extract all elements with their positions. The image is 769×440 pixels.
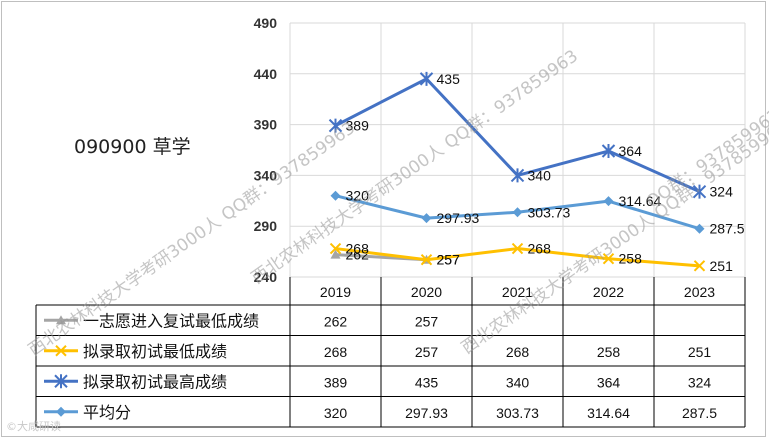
data-point <box>601 144 616 159</box>
table-cell: 320 <box>324 405 348 421</box>
table-cell: 268 <box>324 344 348 360</box>
legend-marker <box>55 345 67 357</box>
x-tick-label: 2021 <box>502 284 533 300</box>
table-cell: 251 <box>688 344 712 360</box>
data-point <box>421 213 432 224</box>
data-label: 340 <box>528 167 552 183</box>
data-point <box>512 207 523 218</box>
data-point <box>602 253 615 265</box>
data-label: 364 <box>619 143 643 159</box>
data-point <box>603 196 614 207</box>
table-cell: 364 <box>597 374 621 390</box>
table-cell: 297.93 <box>405 405 448 421</box>
legend-entry: 拟录取初试最高成绩 <box>83 373 227 391</box>
data-point <box>330 190 341 201</box>
y-tick-label: 390 <box>254 117 278 133</box>
x-tick-label: 2022 <box>593 284 624 300</box>
data-point <box>510 168 525 183</box>
x-tick-label: 2019 <box>320 284 351 300</box>
table-cell: 340 <box>506 374 530 390</box>
table-cell: 257 <box>415 313 439 329</box>
legend-entry: 一志愿进入复试最低成绩 <box>83 312 259 330</box>
table-cell: 435 <box>415 374 439 390</box>
table-cell: 324 <box>688 374 712 390</box>
data-label: 251 <box>710 258 734 274</box>
data-label: 324 <box>710 184 734 200</box>
data-label: 268 <box>346 241 370 257</box>
y-tick-label: 340 <box>254 167 278 183</box>
table-cell: 257 <box>415 344 439 360</box>
y-tick-label: 440 <box>254 66 278 82</box>
data-label: 303.73 <box>528 204 571 220</box>
data-label: 435 <box>437 71 461 87</box>
table-cell: 287.5 <box>682 405 717 421</box>
legend-marker <box>56 406 66 417</box>
data-point <box>330 249 341 259</box>
data-point <box>694 223 705 234</box>
table-cell: 314.64 <box>587 405 630 421</box>
corner-mark: ©大咸研读 <box>6 420 61 433</box>
x-tick-label: 2020 <box>411 284 442 300</box>
y-tick-label: 290 <box>254 218 278 234</box>
data-point <box>419 71 434 86</box>
data-point <box>511 242 524 255</box>
data-point <box>329 242 342 255</box>
data-label: 258 <box>619 251 643 267</box>
data-label: 320 <box>346 188 370 204</box>
data-label: 297.93 <box>437 210 480 226</box>
data-point <box>420 254 433 266</box>
data-label: 257 <box>437 252 461 268</box>
legend-entry: 平均分 <box>83 404 131 422</box>
y-tick-label: 240 <box>254 269 278 285</box>
table-cell: 258 <box>597 344 621 360</box>
legend-entry: 拟录取初试最低成绩 <box>83 343 227 361</box>
data-label: 268 <box>528 241 552 257</box>
legend-marker <box>54 374 68 389</box>
table-cell: 262 <box>324 313 348 329</box>
data-label: 389 <box>346 118 370 134</box>
chart-title: 090900 草学 <box>74 136 191 158</box>
data-point <box>328 118 343 133</box>
data-point <box>693 260 706 272</box>
data-point <box>692 184 707 199</box>
legend-marker <box>56 315 66 325</box>
y-tick-label: 490 <box>254 15 278 31</box>
data-label: 314.64 <box>619 193 662 209</box>
data-label: 287.5 <box>710 221 745 237</box>
table-cell: 303.73 <box>496 405 539 421</box>
table-cell: 389 <box>324 374 348 390</box>
table-cell: 268 <box>506 344 530 360</box>
x-tick-label: 2023 <box>684 284 715 300</box>
